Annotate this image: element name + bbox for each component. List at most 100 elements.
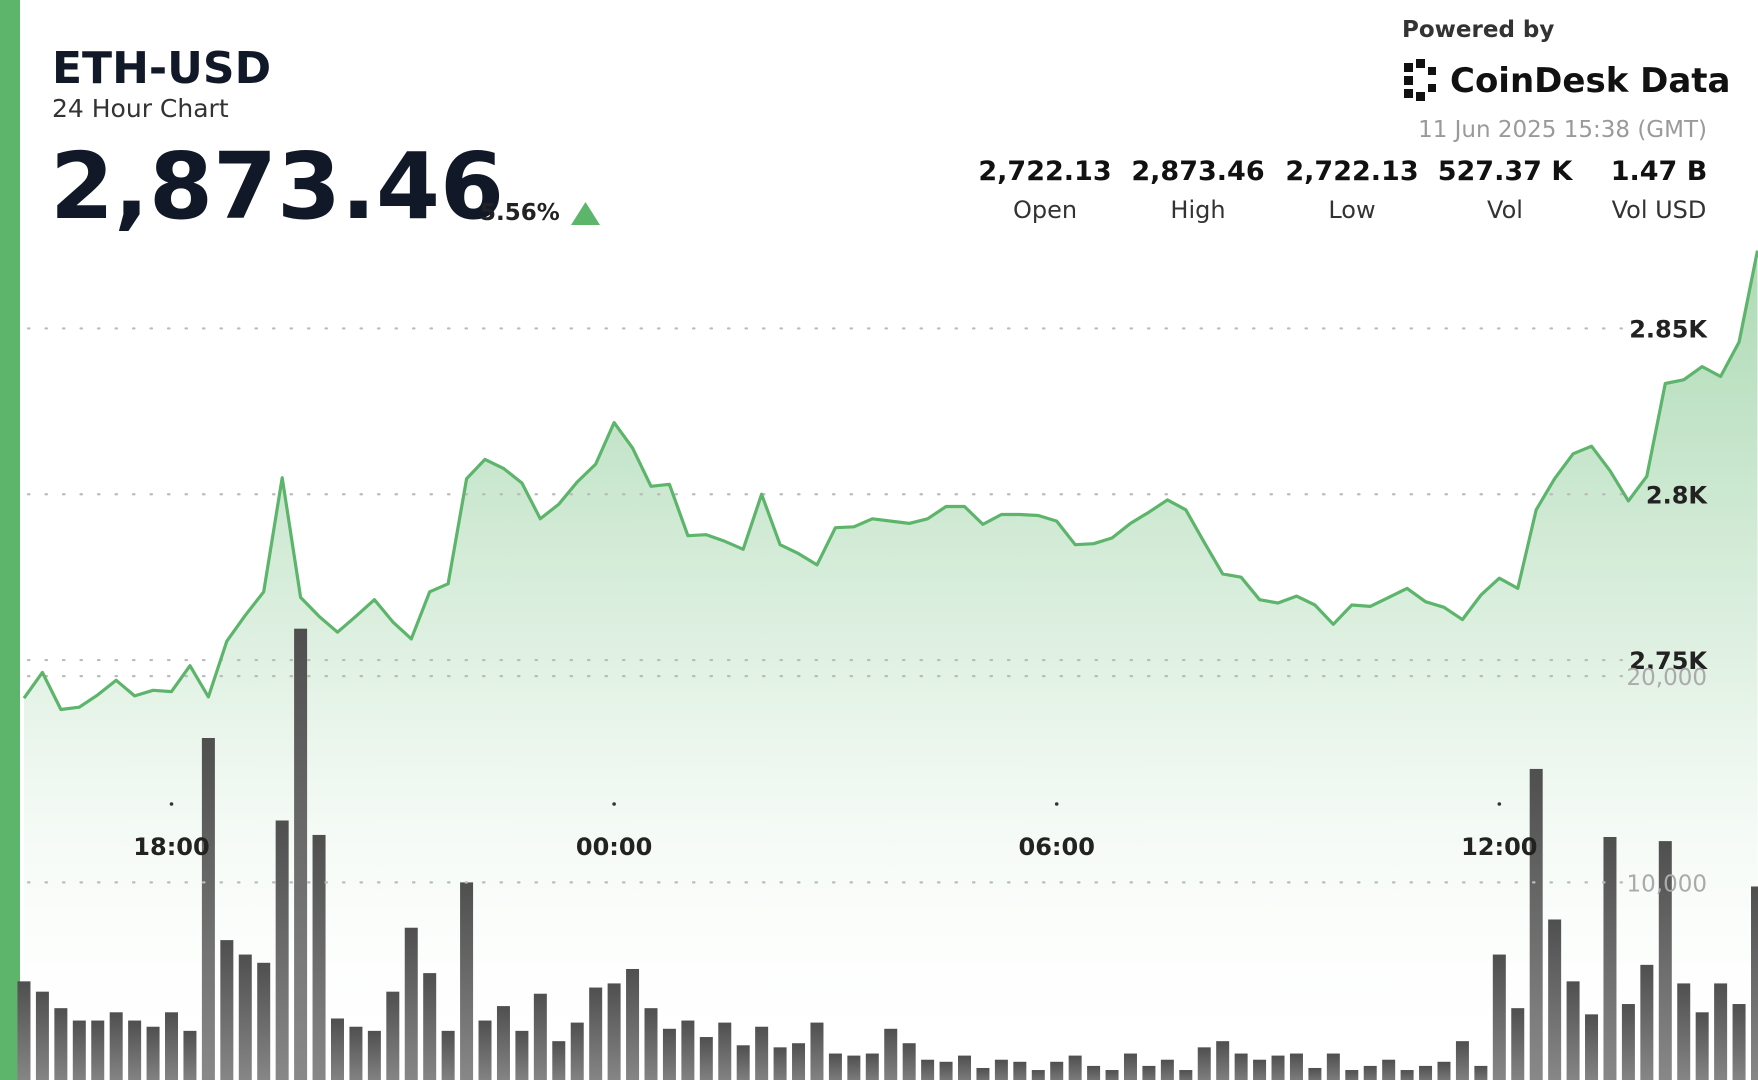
brand-logo — [1404, 59, 1436, 101]
volume-bar — [958, 1055, 972, 1080]
volume-bar — [589, 987, 603, 1080]
volume-bar — [404, 927, 418, 1080]
current-price: 2,873.46 — [50, 133, 504, 240]
volume-bar — [1289, 1053, 1303, 1080]
volume-bar — [35, 991, 49, 1080]
volume-bar — [1658, 841, 1672, 1080]
volume-bar — [386, 991, 400, 1080]
volume-bar — [626, 968, 640, 1080]
y-tick-label: 2.75K — [1629, 647, 1708, 675]
stat-label: Vol USD — [1612, 196, 1707, 224]
volume-bar — [921, 1059, 935, 1080]
volume-bar — [257, 962, 271, 1080]
volume-bar — [220, 940, 234, 1080]
volume-bar — [1142, 1065, 1156, 1080]
volume-bar — [1271, 1055, 1285, 1080]
area-layer — [23, 250, 1758, 1080]
volume-bar — [976, 1067, 990, 1080]
volume-bar — [1714, 983, 1728, 1080]
timestamp: 11 Jun 2025 15:38 (GMT) — [1418, 117, 1707, 143]
volume-bar — [1234, 1053, 1248, 1080]
stats: 2,722.13 Open 2,873.46 High 2,722.13 Low 527.3… — [978, 156, 1707, 224]
volume-bar — [847, 1055, 861, 1080]
stat-value: 527.37 K — [1438, 156, 1574, 187]
volume-bar — [570, 1022, 584, 1080]
brand-name: CoinDesk Data — [1450, 61, 1731, 101]
powered-by: Powered by — [1402, 17, 1554, 43]
volume-bar — [902, 1043, 916, 1080]
volume-bar — [607, 983, 621, 1080]
y-tick-label: 2.8K — [1646, 481, 1709, 509]
volume-bar — [275, 820, 289, 1080]
volume-bar — [755, 1026, 769, 1080]
volume-bar — [699, 1037, 713, 1080]
volume-bar — [533, 993, 547, 1080]
volume-bar — [1511, 1008, 1525, 1080]
volume-bar — [1695, 1012, 1709, 1080]
volume-bar — [1087, 1065, 1101, 1080]
volume-bar — [994, 1059, 1008, 1080]
volume-bar — [1566, 981, 1580, 1080]
volume-bar — [1216, 1041, 1230, 1080]
volume-bar — [884, 1028, 898, 1080]
stat-value: 1.47 B — [1611, 156, 1708, 187]
volume-bar — [1585, 1014, 1599, 1080]
volume-bar — [460, 882, 474, 1080]
volume-bar — [1068, 1055, 1082, 1080]
volume-bar — [1732, 1004, 1746, 1080]
volume-bar — [1382, 1059, 1396, 1080]
volume-bar — [865, 1053, 879, 1080]
stat-label: Low — [1328, 196, 1375, 224]
price-area — [23, 250, 1758, 1080]
volume-bar — [552, 1041, 566, 1080]
volume-bar — [349, 1026, 363, 1080]
volume-bar — [441, 1030, 455, 1080]
volume-bar — [54, 1008, 68, 1080]
volume-bar — [792, 1043, 806, 1080]
volume-bar — [644, 1008, 658, 1080]
x-tick-mark — [612, 802, 616, 806]
volume-bar — [1197, 1047, 1211, 1080]
volume-bar — [1677, 983, 1691, 1080]
change-percent: 5.56% — [480, 200, 560, 226]
x-tick-mark — [169, 802, 174, 806]
volume-bar — [718, 1022, 732, 1080]
stat-value: 2,722.13 — [1285, 156, 1418, 187]
volume-bar — [1253, 1059, 1267, 1080]
title: ETH-USD — [52, 43, 271, 94]
volume-bar — [146, 1026, 160, 1080]
volume-bar — [238, 954, 252, 1080]
volume-layer — [17, 628, 1758, 1080]
volume-bar — [1548, 919, 1562, 1080]
accent-bar — [0, 0, 20, 1080]
volume-bar — [1474, 1065, 1488, 1080]
grid-layer — [26, 327, 1627, 884]
volume-bar — [1326, 1053, 1340, 1080]
volume-bar — [1345, 1070, 1359, 1080]
volume-bar — [1308, 1067, 1322, 1080]
volume-bar — [294, 628, 308, 1080]
volume-bar — [72, 1020, 86, 1080]
volume-bar — [1050, 1061, 1064, 1080]
volume-bar — [1363, 1065, 1377, 1080]
volume-bar — [1400, 1070, 1414, 1080]
volume-bar — [1013, 1061, 1027, 1080]
label-layer: 2.75K 2.8K 2.85K 18:00 00:00 06:00 12:00 10,000… — [133, 315, 1708, 897]
volume-bar — [681, 1020, 695, 1080]
y-tick-label: 20,000 — [1627, 665, 1707, 691]
volume-bar — [1621, 1004, 1635, 1080]
volume-bar — [201, 737, 215, 1080]
x-tick-label: 18:00 — [133, 833, 209, 861]
volume-bar — [662, 1028, 676, 1080]
volume-bar — [312, 834, 326, 1080]
plot: 2.75K 2.8K 2.85K 18:00 00:00 06:00 12:00 10,000… — [17, 250, 1758, 1080]
price-line — [22, 250, 1758, 712]
stat-label: Open — [1013, 196, 1077, 224]
x-tick-mark — [1054, 802, 1059, 806]
volume-bar — [1105, 1070, 1119, 1080]
volume-bar — [828, 1053, 842, 1080]
volume-bar — [736, 1045, 750, 1080]
volume-bar — [109, 1012, 123, 1080]
